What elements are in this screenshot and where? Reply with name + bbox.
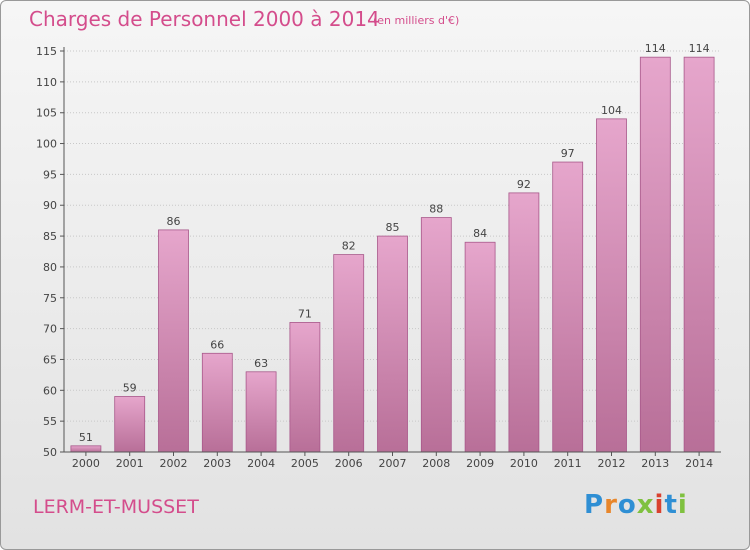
y-tick-label: 80: [43, 261, 57, 274]
data-label-2007: 85: [386, 221, 400, 234]
bar-2012[interactable]: [596, 118, 627, 453]
bar-2001[interactable]: [114, 396, 146, 453]
x-tick-label-2004: 2004: [247, 457, 275, 470]
bar-2005[interactable]: [289, 322, 321, 453]
y-tick-label: 60: [43, 384, 57, 397]
axes: 50 55 60 65 70 75 80 85 90 95 100 105 110 115 2000 2001…: [36, 45, 721, 470]
logo-letter-p: P: [584, 490, 605, 520]
x-tick-label-2000: 2000: [72, 457, 100, 470]
x-tick-label-2005: 2005: [291, 457, 319, 470]
x-tick-label-2002: 2002: [160, 457, 188, 470]
commune-name: LERM-ET-MUSSET: [33, 496, 199, 518]
x-tick-label-2003: 2003: [203, 457, 231, 470]
y-tick-label: 110: [36, 76, 57, 89]
bar-2002[interactable]: [158, 229, 189, 453]
data-label-2012: 104: [601, 104, 622, 117]
data-label-2003: 66: [210, 338, 224, 351]
data-label-2014: 114: [689, 42, 710, 55]
bar-2014[interactable]: [683, 56, 715, 453]
data-label-2011: 97: [561, 147, 575, 160]
bar-2003[interactable]: [201, 352, 233, 453]
x-tick-label-2001: 2001: [116, 457, 144, 470]
logo-letter-x: x: [636, 490, 655, 520]
data-label-2001: 59: [123, 381, 137, 394]
data-label-2008: 88: [429, 203, 443, 216]
bar-2006[interactable]: [333, 254, 365, 453]
data-label-2005: 71: [298, 307, 312, 320]
bar-2011[interactable]: [552, 161, 584, 453]
data-label-2002: 86: [167, 215, 181, 228]
x-tick-label-2011: 2011: [554, 457, 582, 470]
logo-letter-t: t: [664, 490, 678, 520]
x-tick-label-2014: 2014: [685, 457, 713, 470]
x-tick-label-2010: 2010: [510, 457, 538, 470]
bar-2009[interactable]: [464, 241, 496, 453]
data-label-2010: 92: [517, 178, 531, 191]
x-tick-label-2006: 2006: [335, 457, 363, 470]
bars: 51 59 86 66 63 71 82 85 88 84 92 97 104 114 114: [70, 42, 715, 453]
data-label-2004: 63: [254, 357, 268, 370]
y-tick-label: 75: [43, 292, 57, 305]
x-tick-label-2012: 2012: [598, 457, 626, 470]
logo-letter-o: o: [617, 490, 637, 520]
proxiti-logo[interactable]: Proxiti: [584, 490, 688, 520]
y-tick-label: 50: [43, 446, 57, 459]
y-tick-label: 90: [43, 199, 57, 212]
x-tick-label-2009: 2009: [466, 457, 494, 470]
y-tick-label: 100: [36, 138, 57, 151]
x-tick-label-2008: 2008: [422, 457, 450, 470]
bar-2010[interactable]: [508, 192, 540, 453]
bar-2007[interactable]: [377, 235, 408, 453]
y-tick-label: 95: [43, 168, 57, 181]
data-label-2000: 51: [79, 431, 93, 444]
y-tick-label: 55: [43, 415, 57, 428]
chart-title: Charges de Personnel 2000 à 2014: [29, 7, 380, 31]
y-tick-label: 70: [43, 323, 57, 336]
bar-2004[interactable]: [245, 371, 277, 453]
data-label-2013: 114: [645, 42, 666, 55]
y-tick-label: 105: [36, 107, 57, 120]
data-label-2009: 84: [473, 227, 487, 240]
bar-2013[interactable]: [639, 56, 671, 453]
chart-subtitle: (en milliers d'€): [373, 14, 460, 27]
logo-letter-r: r: [604, 490, 618, 520]
bar-2008[interactable]: [420, 217, 452, 453]
logo-letter-i-2: i: [677, 490, 688, 520]
logo-letter-i: i: [654, 490, 665, 520]
y-tick-label: 85: [43, 230, 57, 243]
bar-2000[interactable]: [70, 445, 102, 453]
x-tick-label-2013: 2013: [641, 457, 669, 470]
y-tick-label: 115: [36, 45, 57, 58]
x-tick-label-2007: 2007: [379, 457, 407, 470]
data-label-2006: 82: [342, 240, 356, 253]
y-tick-label: 65: [43, 353, 57, 366]
